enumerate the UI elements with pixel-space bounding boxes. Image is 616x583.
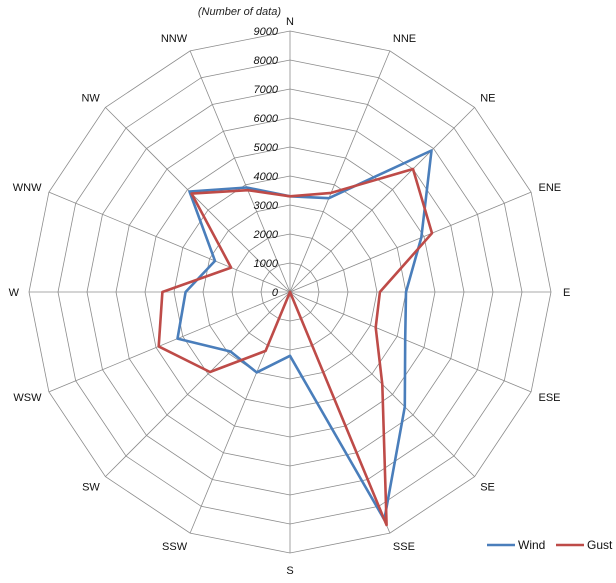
tick-label-1000: 1000 [254, 258, 279, 270]
direction-label-nw: NW [81, 93, 100, 105]
series-line-gust [157, 167, 434, 527]
spoke-wsw [48, 291, 291, 393]
direction-label-nne: NNE [393, 33, 416, 45]
spoke-nne [289, 50, 391, 293]
spoke-ene [289, 191, 532, 293]
spoke-wnw [48, 191, 291, 293]
direction-label-n: N [286, 16, 294, 28]
direction-labels: N NNE NE ENE E ESE SE SSE S SSW SW WSW W WNW NW NNW [9, 16, 571, 577]
tick-label-6000: 6000 [254, 113, 279, 125]
tick-label-3000: 3000 [254, 200, 279, 212]
direction-label-ese: ESE [539, 392, 561, 404]
spoke-nw [105, 107, 291, 293]
spoke-ne [289, 107, 475, 293]
direction-label-sw: SW [82, 482, 100, 494]
legend-label-gust: Gust [587, 538, 613, 552]
direction-label-se: SE [480, 482, 495, 494]
legend: Wind Gust [487, 538, 613, 552]
tick-label-4000: 4000 [254, 171, 279, 183]
radial-tick-labels: 0 1000 2000 3000 4000 5000 6000 7000 8000 9000 [253, 26, 279, 299]
direction-label-sse: SSE [393, 541, 415, 553]
direction-label-nnw: NNW [161, 33, 188, 45]
direction-label-ne: NE [480, 93, 495, 105]
direction-label-e: E [563, 287, 570, 299]
direction-label-wnw: WNW [13, 182, 42, 194]
radar-grid [28, 30, 552, 554]
spoke-sw [105, 291, 291, 477]
legend-label-wind: Wind [518, 538, 545, 552]
tick-label-9000: 9000 [254, 26, 279, 38]
direction-label-s: S [286, 565, 293, 577]
direction-label-ssw: SSW [162, 541, 188, 553]
spoke-nnw [189, 50, 291, 293]
direction-label-wsw: WSW [13, 392, 42, 404]
tick-label-8000: 8000 [254, 55, 279, 67]
tick-label-5000: 5000 [254, 142, 279, 154]
tick-label-2000: 2000 [253, 229, 279, 241]
series-lines [157, 149, 434, 527]
direction-label-w: W [9, 287, 20, 299]
tick-label-7000: 7000 [254, 84, 279, 96]
tick-label-0: 0 [272, 287, 279, 299]
scale-label: (Number of data) [198, 6, 281, 18]
spoke-ese [289, 291, 532, 393]
direction-label-ene: ENE [539, 182, 562, 194]
